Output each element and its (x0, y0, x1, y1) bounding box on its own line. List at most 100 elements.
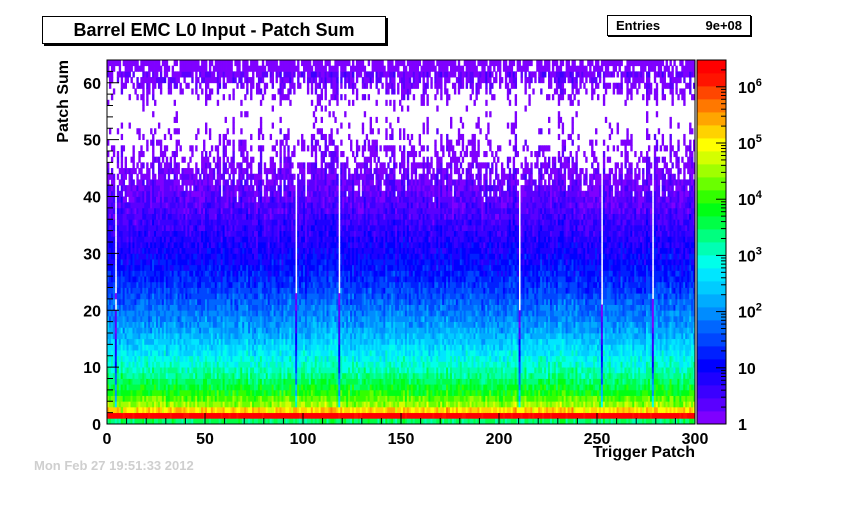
heatmap-cell (165, 247, 169, 254)
heatmap-cell (157, 156, 161, 163)
heatmap-cell (124, 162, 127, 169)
heatmap-cell (181, 321, 184, 328)
heatmap-cell (185, 287, 188, 294)
heatmap-cell (293, 270, 296, 277)
heatmap-cell (189, 190, 192, 197)
heatmap-cell (157, 242, 161, 249)
heatmap-cell (138, 418, 141, 425)
heatmap-cell (189, 344, 192, 351)
heatmap-cell (110, 298, 114, 305)
heatmap-cell (148, 367, 151, 374)
heatmap-cell (157, 401, 161, 408)
heatmap-cell (161, 264, 165, 271)
heatmap-cell (107, 71, 110, 78)
heatmap-cell (206, 207, 210, 214)
heatmap-cell (201, 355, 204, 362)
heatmap-cell (185, 361, 188, 368)
heatmap-cell (163, 179, 167, 186)
heatmap-cell (167, 88, 171, 95)
heatmap-cell (122, 406, 126, 414)
heatmap-cell (140, 344, 143, 351)
stats-entries-value: 9e+08 (705, 18, 742, 33)
heatmap-cell (124, 418, 127, 425)
heatmap-cell (191, 333, 194, 340)
heatmap-cell (157, 122, 161, 129)
heatmap-cell (124, 173, 127, 180)
heatmap-cell (140, 65, 143, 72)
heatmap-cell (107, 247, 110, 254)
heatmap-cell (150, 242, 153, 249)
heatmap-cell (120, 367, 124, 374)
heatmap-cell (203, 321, 206, 328)
heatmap-cell (152, 350, 155, 357)
heatmap-cell (157, 412, 161, 419)
heatmap-cell (148, 65, 151, 72)
heatmap-cell (244, 94, 247, 101)
heatmap-cell (146, 99, 149, 106)
heatmap-cell (257, 82, 261, 89)
heatmap-cell (107, 372, 110, 379)
heatmap-cell (208, 88, 212, 95)
heatmap-cell (140, 207, 143, 214)
heatmap-cell (181, 65, 184, 72)
heatmap-cell (116, 236, 120, 243)
heatmap-cell (191, 259, 194, 266)
heatmap-cell (203, 207, 206, 214)
heatmap-cell (222, 77, 225, 84)
heatmap-cell (206, 338, 210, 345)
heatmap-cell (156, 196, 159, 203)
heatmap-cell (110, 315, 114, 323)
heatmap-cell (124, 264, 127, 271)
heatmap-cell (187, 372, 190, 379)
heatmap-cell (205, 151, 208, 158)
heatmap-cell (150, 270, 153, 277)
heatmap-cell (193, 179, 196, 186)
heatmap-cell (140, 94, 143, 101)
heatmap-cell (152, 156, 155, 163)
heatmap-cell (138, 293, 141, 300)
heatmap-cell (134, 65, 137, 72)
heatmap-cell (130, 202, 133, 209)
heatmap-cell (152, 88, 155, 95)
heatmap-cell (138, 224, 141, 232)
heatmap-cell (118, 213, 122, 220)
heatmap-cell (138, 151, 141, 158)
heatmap-cell (191, 60, 194, 67)
heatmap-cell (193, 344, 196, 351)
heatmap-cell (157, 310, 161, 317)
heatmap-cell (187, 281, 190, 288)
heatmap-cell (173, 344, 176, 351)
heatmap-cell (144, 389, 147, 396)
heatmap-cell (197, 406, 200, 414)
heatmap-cell (195, 315, 198, 323)
heatmap-cell (138, 242, 141, 249)
heatmap-cell (134, 259, 137, 266)
heatmap-cell (165, 145, 169, 152)
heatmap-cell (161, 207, 165, 214)
heatmap-cell (148, 77, 151, 84)
heatmap-cell (128, 310, 131, 317)
heatmap-cell (185, 412, 188, 419)
heatmap-cell (150, 293, 153, 300)
heatmap-cell (110, 378, 114, 385)
heatmap-cell (206, 247, 210, 254)
heatmap-cell (122, 293, 126, 300)
heatmap-cell (108, 401, 112, 408)
heatmap-cell (142, 264, 145, 271)
heatmap-cell (163, 276, 167, 283)
heatmap-cell (246, 151, 249, 158)
heatmap-cell (203, 406, 206, 414)
heatmap-cell (195, 406, 198, 414)
heatmap-cell (201, 185, 204, 192)
heatmap-cell (183, 202, 186, 209)
heatmap-cell (191, 77, 194, 84)
heatmap-cell (140, 185, 143, 192)
heatmap-cell (183, 242, 186, 249)
heatmap-cell (181, 270, 184, 277)
heatmap-cell (154, 361, 157, 368)
heatmap-cell (130, 259, 133, 266)
heatmap-cell (226, 156, 229, 163)
heatmap-cell (120, 162, 124, 169)
heatmap-cell (161, 219, 165, 226)
heatmap-cell (191, 151, 194, 158)
